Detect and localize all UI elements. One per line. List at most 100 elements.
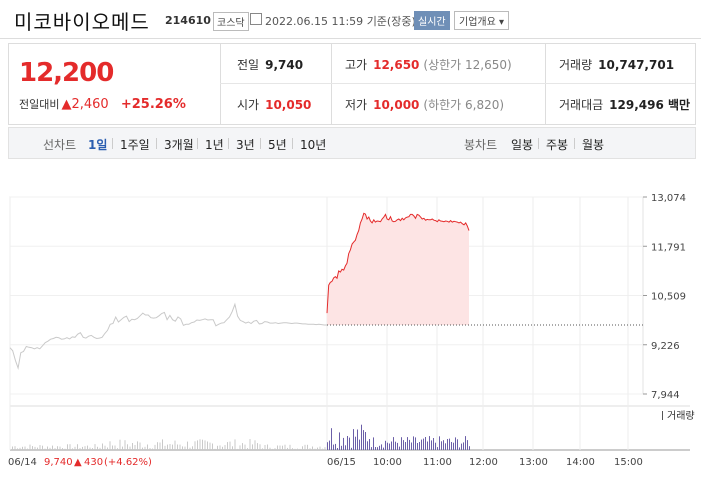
volume-bar-prev xyxy=(167,444,168,450)
volume-bar-today xyxy=(361,424,362,450)
x-tick-label: 10:00 xyxy=(373,457,402,468)
volume-bar-today xyxy=(353,429,354,450)
volume-bar-prev xyxy=(187,441,188,450)
low-price: 저가 10,000 (하한가 6,820) xyxy=(345,98,505,112)
volume-bar-today xyxy=(409,439,410,450)
volume-bar-prev xyxy=(47,446,48,450)
volume-bar-prev xyxy=(97,446,98,450)
volume-bar-prev xyxy=(132,443,133,450)
volume-bar-today xyxy=(373,437,374,450)
volume-bar-prev xyxy=(252,444,253,450)
volume-bar-prev xyxy=(189,447,191,450)
volume-bar-prev xyxy=(122,446,123,450)
volume-bar-prev xyxy=(224,445,226,450)
volume-bar-prev xyxy=(289,444,291,450)
volume-bar-today xyxy=(371,447,372,450)
change-percent: +25.26% xyxy=(120,97,186,112)
volume-bar-today xyxy=(379,445,380,450)
volume-bar-today xyxy=(435,442,436,450)
volume-bar-prev xyxy=(269,447,271,450)
period-1d[interactable]: 1일 xyxy=(88,138,108,152)
volume-bar-today xyxy=(377,447,378,450)
volume-bar-today xyxy=(407,437,408,450)
volume-bar-today xyxy=(425,437,426,450)
volume-bar-prev xyxy=(267,444,268,450)
volume-bar-prev xyxy=(62,448,63,450)
calendar-icon xyxy=(250,13,262,25)
volume-bar-prev xyxy=(142,447,143,450)
stock-name: 미코바이오메드 xyxy=(14,10,150,34)
x-tick-label: 11:00 xyxy=(423,457,452,468)
volume-bar-today xyxy=(467,440,468,450)
realtime-button[interactable]: 실시간 xyxy=(414,11,450,30)
volume-bar-today xyxy=(451,442,452,450)
volume-bar-today xyxy=(381,444,382,450)
volume-bar-prev xyxy=(22,446,23,450)
candle-monthly[interactable]: 월봉 xyxy=(582,138,605,152)
volume-bar-today xyxy=(465,436,466,450)
volume-bar-prev xyxy=(312,446,313,450)
volume-bar-prev xyxy=(174,440,176,450)
x-tick-label: 12:00 xyxy=(469,457,498,468)
volume-bar-prev xyxy=(192,446,193,450)
volume-bar-prev xyxy=(214,448,216,450)
volume-bar-prev xyxy=(134,445,136,450)
candle-weekly[interactable]: 주봉 xyxy=(546,138,569,152)
candle-daily[interactable]: 일봉 xyxy=(511,138,534,152)
volume-bar-today xyxy=(399,446,400,450)
y-tick-label: 13,074 xyxy=(651,193,686,204)
volume-bar-today xyxy=(439,436,440,450)
volume-bar-prev xyxy=(12,446,13,450)
period-1w[interactable]: 1주일 xyxy=(120,138,150,152)
volume-bar-prev xyxy=(107,447,108,450)
period-5y[interactable]: 5년 xyxy=(268,138,287,152)
prev-day-price-line xyxy=(9,302,327,370)
volume-bar-today xyxy=(327,442,328,450)
volume-bar-today xyxy=(427,441,428,450)
volume-bar-today xyxy=(429,436,430,450)
volume-bar-prev xyxy=(54,448,56,450)
volume-bar-prev xyxy=(272,448,273,450)
volume-bar-prev xyxy=(17,448,18,450)
volume-bar-prev xyxy=(242,443,243,450)
volume-bar-prev xyxy=(297,448,298,450)
period-10y[interactable]: 10년 xyxy=(300,138,327,152)
volume-bar-prev xyxy=(219,445,221,450)
volume-bar-prev xyxy=(94,444,96,450)
volume-bar-prev xyxy=(232,446,233,450)
volume-bar-today xyxy=(419,442,420,450)
volume-bar-prev xyxy=(74,446,76,450)
volume-bar-prev xyxy=(287,447,288,450)
volume-bar-prev xyxy=(294,448,296,450)
period-3y[interactable]: 3년 xyxy=(236,138,255,152)
period-1y[interactable]: 1년 xyxy=(205,138,224,152)
volume-bar-today xyxy=(339,432,340,450)
volume-bar-today xyxy=(417,443,418,450)
volume-bar-prev xyxy=(37,447,38,450)
volume-bar-today xyxy=(423,438,424,450)
price-change: 전일대비 ▲2,460 +25.26% xyxy=(19,97,186,112)
volume-bar-prev xyxy=(177,444,178,450)
volume-bar-prev xyxy=(57,446,58,450)
company-info-dropdown[interactable]: 기업개요 ▾ xyxy=(454,11,510,30)
volume-bar-today xyxy=(359,439,360,450)
volume-bar-today xyxy=(375,447,376,450)
volume-bar-prev xyxy=(14,446,16,450)
stock-code: 214610 xyxy=(165,14,211,27)
volume-bar-prev xyxy=(259,444,261,450)
period-3m[interactable]: 3개월 xyxy=(164,138,194,152)
volume-bar-prev xyxy=(144,446,146,450)
volume-bar-prev xyxy=(64,448,66,450)
volume-bar-prev xyxy=(212,443,213,450)
footer-prev-change: 430 xyxy=(84,457,103,468)
volume-bar-prev xyxy=(44,448,46,450)
volume-bar-prev xyxy=(199,439,201,450)
volume-bar-today xyxy=(329,440,330,450)
volume-bar-prev xyxy=(279,445,281,450)
volume-bar-prev xyxy=(324,447,326,450)
x-tick-label: 14:00 xyxy=(566,457,595,468)
volume-bar-prev xyxy=(282,445,283,450)
volume-bar-today xyxy=(405,442,406,450)
volume-bar-today xyxy=(335,443,336,450)
volume-bar-today xyxy=(351,447,352,450)
